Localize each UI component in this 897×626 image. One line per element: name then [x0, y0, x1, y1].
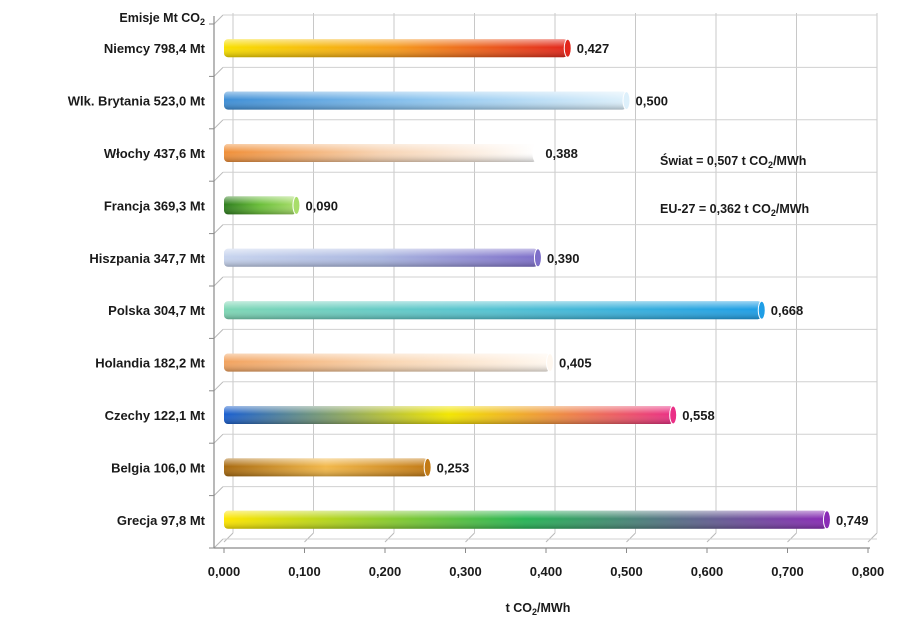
x-tick-label: 0,000 [208, 564, 241, 579]
bars [224, 38, 831, 530]
bar-end-cap [533, 248, 542, 268]
category-label: Niemcy 798,4 Mt [104, 41, 206, 56]
data-label: 0,749 [836, 513, 869, 528]
bar-shine [224, 353, 551, 372]
bar-shine [224, 301, 762, 320]
x-tick-label: 0,800 [852, 564, 885, 579]
chart-title: Emisje Mt CO2 [119, 11, 205, 27]
data-label: 0,558 [682, 408, 715, 423]
grid [213, 13, 878, 549]
x-tick-label: 0,600 [691, 564, 724, 579]
bar-end-cap [546, 353, 555, 373]
bar-shine [224, 406, 674, 424]
labels: 0,427 Niemcy 798,4 Mt 0,500 Wlk. Brytania 5… [68, 41, 869, 528]
category-label: Polska 304,7 Mt [108, 303, 205, 318]
category-label: Czechy 122,1 Mt [105, 408, 206, 423]
data-label: 0,253 [437, 460, 470, 475]
data-label: 0,090 [305, 198, 338, 213]
x-tick-label: 0,100 [288, 564, 321, 579]
data-label: 0,500 [636, 94, 669, 109]
bar-shine [224, 510, 827, 529]
bar-end-cap [532, 143, 541, 163]
bar-shine [224, 196, 297, 215]
bar-end-cap [423, 457, 432, 477]
category-label: Grecja 97,8 Mt [117, 513, 206, 528]
bar-shine [224, 248, 538, 267]
bar-end-cap [669, 405, 678, 425]
data-label: 0,405 [559, 356, 592, 371]
category-label: Włochy 437,6 Mt [104, 146, 206, 161]
data-label: 0,427 [577, 41, 610, 56]
category-label: Wlk. Brytania 523,0 Mt [68, 94, 206, 109]
annotation-world: Świat = 0,507 t CO2/MWh [660, 153, 806, 170]
bar-shine [224, 458, 428, 477]
bar-shine [224, 144, 537, 162]
category-label: Belgia 106,0 Mt [111, 460, 206, 475]
bar-end-cap [757, 300, 766, 320]
bar-shine [224, 39, 568, 58]
x-axis-label: t CO2/MWh [506, 601, 571, 617]
data-label: 0,390 [547, 251, 580, 266]
x-tick-label: 0,400 [530, 564, 563, 579]
x-tick-label: 0,500 [610, 564, 643, 579]
data-label: 0,388 [545, 146, 578, 161]
x-tick-label: 0,300 [449, 564, 482, 579]
bar-end-cap [563, 38, 572, 58]
x-tick-label: 0,700 [771, 564, 804, 579]
bar-shine [224, 91, 627, 110]
category-label: Hiszpania 347,7 Mt [89, 251, 205, 266]
x-tick-label: 0,200 [369, 564, 402, 579]
bar-end-cap [292, 195, 301, 215]
axes: 0,000 0,100 0,200 0,300 0,400 0,500 0,600 0,700… [208, 16, 885, 579]
bar-end-cap [622, 91, 631, 111]
data-label: 0,668 [771, 303, 804, 318]
category-label: Francja 369,3 Mt [104, 198, 206, 213]
bar-end-cap [822, 510, 831, 530]
category-label: Holandia 182,2 Mt [95, 356, 205, 371]
annotation-eu27: EU-27 = 0,362 t CO2/MWh [660, 202, 809, 218]
